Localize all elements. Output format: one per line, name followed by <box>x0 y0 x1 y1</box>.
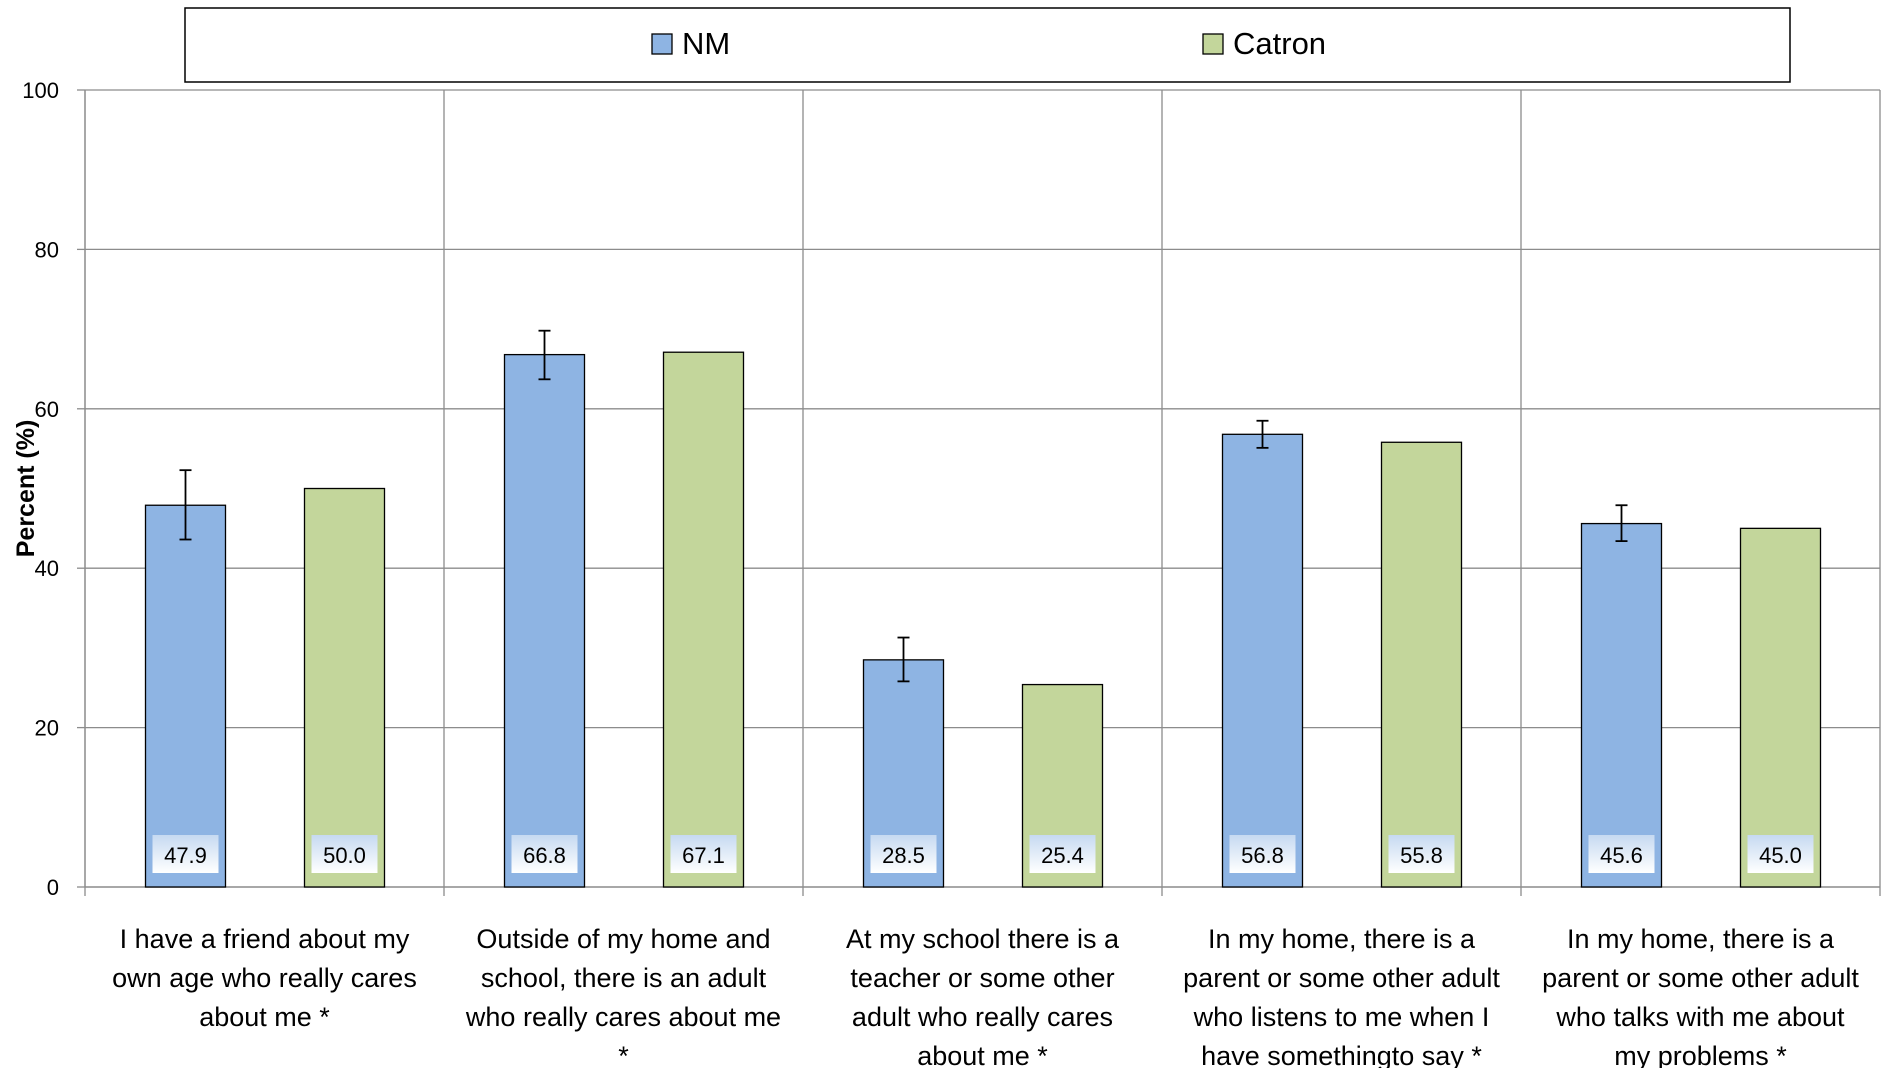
legend-label-catron: Catron <box>1233 26 1326 61</box>
y-tick-label: 100 <box>22 78 59 103</box>
x-tick-label: I have a friend about my <box>120 924 410 954</box>
x-tick-label: Outside of my home and <box>476 924 770 954</box>
y-tick-label: 20 <box>35 716 59 741</box>
y-tick-label: 60 <box>35 397 59 422</box>
data-label-box <box>1229 835 1296 873</box>
bar-catron-4 <box>1739 527 1822 888</box>
x-tick-label: about me * <box>199 1002 330 1032</box>
x-tick-label: have somethingto say * <box>1201 1041 1482 1068</box>
x-tick-label: * <box>618 1041 629 1068</box>
data-label: 55.8 <box>1400 843 1443 868</box>
data-label-box <box>152 835 219 873</box>
x-tick-label: adult who really cares <box>852 1002 1113 1032</box>
data-label-box <box>870 835 937 873</box>
legend-swatch-catron <box>1202 33 1224 55</box>
x-tick-label: parent or some other adult <box>1542 963 1859 993</box>
data-label: 25.4 <box>1041 843 1084 868</box>
legend-box <box>184 7 1791 83</box>
bar-catron-1 <box>662 351 745 888</box>
data-label-box <box>1029 835 1096 873</box>
data-label: 45.0 <box>1759 843 1802 868</box>
bar-nm-0 <box>144 504 227 888</box>
x-tick-label: At my school there is a <box>846 924 1120 954</box>
x-tick-label: In my home, there is a <box>1208 924 1476 954</box>
bar-nm-3 <box>1221 433 1304 888</box>
bar-catron-0 <box>303 487 386 888</box>
data-label: 67.1 <box>682 843 725 868</box>
data-label-box <box>511 835 578 873</box>
data-label: 50.0 <box>323 843 366 868</box>
x-tick-label: about me * <box>917 1041 1048 1068</box>
y-tick-label: 40 <box>35 556 59 581</box>
data-label: 45.6 <box>1600 843 1643 868</box>
x-tick-label: parent or some other adult <box>1183 963 1500 993</box>
data-label-box <box>1588 835 1655 873</box>
y-tick-label: 0 <box>47 875 59 900</box>
data-label: 56.8 <box>1241 843 1284 868</box>
data-label: 47.9 <box>164 843 207 868</box>
y-tick-label: 80 <box>35 237 59 262</box>
x-tick-label: who talks with me about <box>1555 1002 1845 1032</box>
bar-nm-1 <box>503 353 586 888</box>
data-label: 66.8 <box>523 843 566 868</box>
data-label-box <box>670 835 737 873</box>
data-label-box <box>1388 835 1455 873</box>
x-tick-label: own age who really cares <box>112 963 417 993</box>
legend-swatch-nm <box>651 33 673 55</box>
data-label-box <box>311 835 378 873</box>
data-label: 28.5 <box>882 843 925 868</box>
y-axis-title: Percent (%) <box>12 420 40 558</box>
bar-nm-4 <box>1580 522 1663 888</box>
x-tick-label: my problems * <box>1614 1041 1787 1068</box>
x-tick-label: school, there is an adult <box>481 963 767 993</box>
legend-label-nm: NM <box>682 26 730 61</box>
data-label-box <box>1747 835 1814 873</box>
x-tick-label: In my home, there is a <box>1567 924 1835 954</box>
x-tick-label: who really cares about me <box>465 1002 781 1032</box>
x-tick-label: teacher or some other <box>850 963 1114 993</box>
bar-catron-3 <box>1380 441 1463 888</box>
x-tick-label: who listens to me when I <box>1193 1002 1490 1032</box>
